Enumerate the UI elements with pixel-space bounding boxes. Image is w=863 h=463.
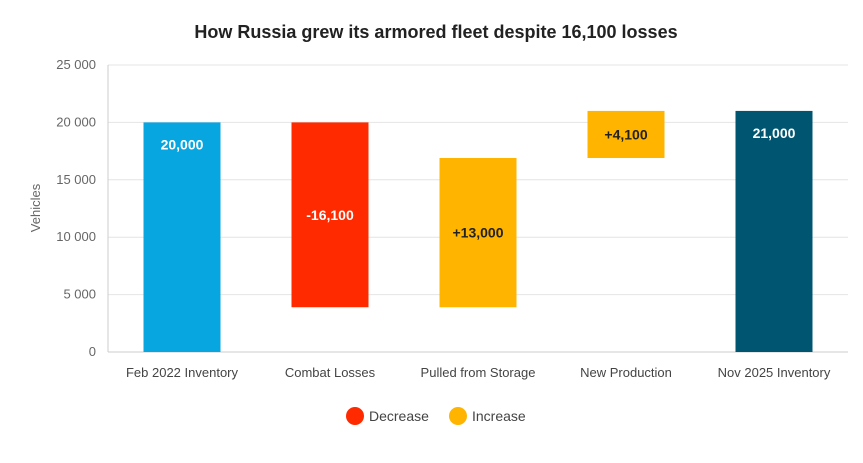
x-category-label: Feb 2022 Inventory [126, 365, 239, 380]
legend[interactable]: Decrease Increase [346, 407, 526, 425]
legend-swatch-icon [346, 407, 364, 425]
y-tick-label: 15 000 [56, 172, 96, 187]
legend-label: Decrease [369, 408, 429, 424]
x-axis-categories: Feb 2022 Inventory Combat Losses Pulled fr… [126, 365, 831, 380]
bars: 20,000 -16,100 +13,000 +4,100 21,000 [143, 110, 813, 353]
bar-data-label: +13,000 [453, 225, 504, 241]
y-axis-ticks: 0 5 000 10 000 15 000 20 000 25 000 [56, 57, 96, 359]
y-tick-label: 5 000 [63, 287, 96, 302]
bar-data-label: +4,100 [604, 126, 647, 142]
x-category-label: Nov 2025 Inventory [718, 365, 831, 380]
x-category-label: New Production [580, 365, 672, 380]
bar-increase[interactable] [439, 157, 517, 308]
legend-label: Increase [472, 408, 526, 424]
y-tick-label: 10 000 [56, 229, 96, 244]
bar-total[interactable] [143, 122, 221, 353]
bar-increase[interactable] [587, 110, 665, 158]
y-tick-label: 25 000 [56, 57, 96, 72]
bar-data-label: 20,000 [161, 136, 204, 152]
x-category-label: Pulled from Storage [421, 365, 536, 380]
bar-data-label: 21,000 [753, 125, 796, 141]
bar-decrease[interactable] [291, 122, 369, 308]
y-axis-label: Vehicles [28, 183, 43, 232]
y-tick-label: 20 000 [56, 114, 96, 129]
legend-swatch-icon [449, 407, 467, 425]
bar-data-label: -16,100 [306, 207, 354, 223]
y-tick-label: 0 [89, 344, 96, 359]
legend-item-decrease[interactable]: Decrease [346, 407, 429, 425]
legend-item-increase[interactable]: Increase [449, 407, 526, 425]
x-category-label: Combat Losses [285, 365, 376, 380]
chart-title: How Russia grew its armored fleet despit… [194, 22, 677, 42]
bar-total[interactable] [735, 110, 813, 352]
